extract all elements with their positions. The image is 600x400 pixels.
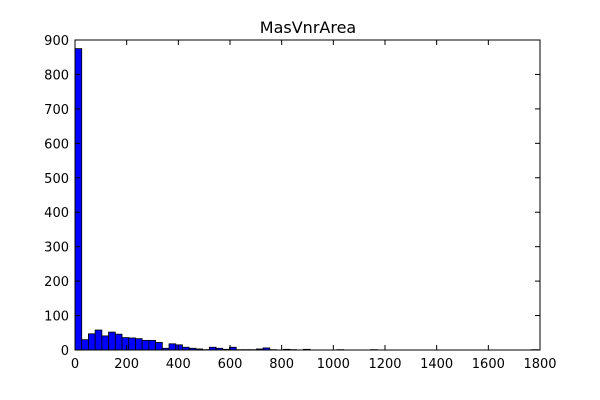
x-tick-label: 1000 <box>317 357 350 372</box>
histogram-bar <box>101 335 109 351</box>
x-tick-label: 1400 <box>420 357 453 372</box>
histogram-bar <box>74 48 83 351</box>
x-tick-label: 1600 <box>472 357 505 372</box>
y-tick-label: 700 <box>44 103 69 118</box>
histogram-bar <box>135 338 143 351</box>
histogram-bar <box>114 333 123 351</box>
y-tick-label: 100 <box>44 310 69 325</box>
axis-ticks <box>74 39 541 351</box>
y-tick-label: 300 <box>44 241 69 256</box>
x-tick-label: 800 <box>269 357 294 372</box>
histogram-bar <box>121 337 130 351</box>
y-tick-label: 500 <box>44 172 69 187</box>
axis-tick-labels: 0 200 400 600 800 1000 1200 1400 1600 1800 0 100 200… <box>44 34 556 372</box>
x-tick-label: 1800 <box>523 357 556 372</box>
x-tick-label: 200 <box>114 357 139 372</box>
histogram-bar <box>168 343 177 351</box>
x-tick-label: 1200 <box>368 357 401 372</box>
histogram-bar <box>81 339 89 351</box>
y-tick-label: 900 <box>44 34 69 49</box>
histogram-bar <box>148 339 156 351</box>
histogram-bar <box>141 339 150 351</box>
y-tick-label: 600 <box>44 137 69 152</box>
histogram-bar <box>155 342 163 351</box>
histogram-bar <box>175 344 183 351</box>
histogram-bar <box>108 331 116 351</box>
x-tick-label: 400 <box>166 357 191 372</box>
histogram-bar <box>88 333 96 351</box>
y-tick-label: 400 <box>44 206 69 221</box>
y-tick-label: 0 <box>61 344 69 359</box>
y-tick-label: 200 <box>44 275 69 290</box>
y-tick-label: 800 <box>44 68 69 83</box>
histogram-bars <box>74 48 539 351</box>
histogram-bar <box>94 329 103 351</box>
histogram-bar <box>128 337 136 351</box>
chart-title: MasVnrArea <box>260 18 356 37</box>
x-tick-label: 600 <box>218 357 243 372</box>
x-tick-label: 0 <box>71 357 79 372</box>
plot-frame <box>74 39 541 351</box>
